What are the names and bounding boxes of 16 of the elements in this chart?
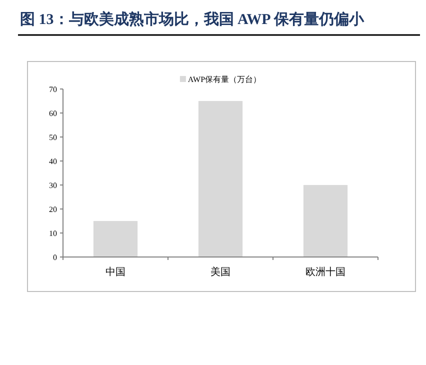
bar [198, 101, 243, 257]
chart-title: 图 13：与欧美成熟市场比，我国 AWP 保有量仍偏小 [20, 10, 365, 28]
x-tick-label: 中国 [106, 266, 126, 278]
bar [303, 185, 348, 257]
y-tick-label: 70 [49, 85, 57, 94]
legend-label: AWP保有量（万台） [188, 75, 262, 84]
y-tick-label: 0 [53, 253, 57, 262]
y-tick-label: 50 [49, 133, 57, 142]
x-tick-label: 美国 [210, 266, 230, 278]
y-tick-label: 60 [49, 109, 57, 118]
x-tick-label: 欧洲十国 [306, 266, 346, 278]
bar [93, 221, 138, 257]
y-tick-label: 30 [49, 181, 57, 190]
y-tick-label: 10 [49, 229, 57, 238]
y-tick-label: 20 [49, 205, 57, 214]
y-tick-label: 40 [49, 157, 57, 166]
